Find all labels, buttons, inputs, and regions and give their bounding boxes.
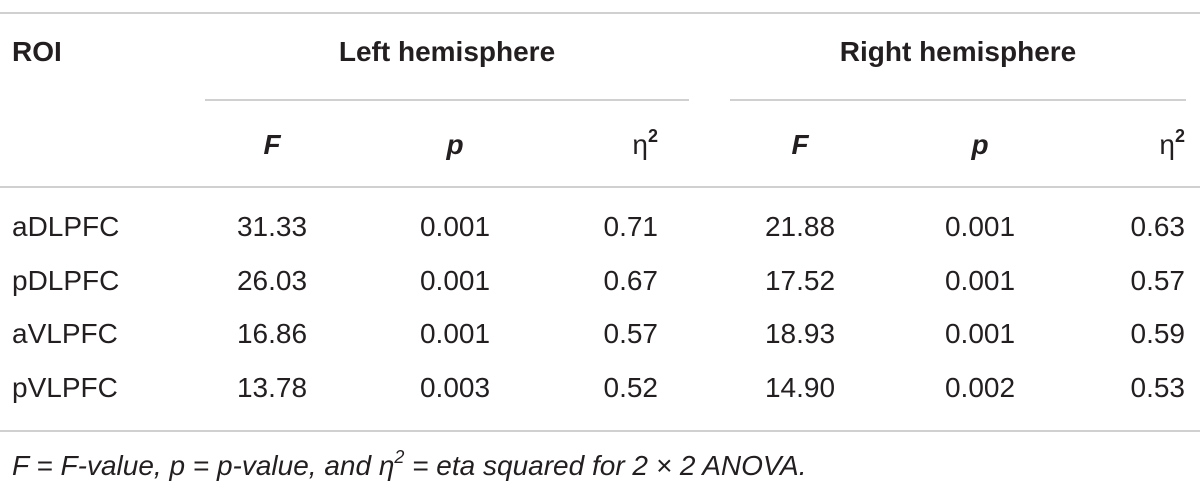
column-superscript: 2: [647, 125, 658, 146]
column-symbol: F: [263, 129, 281, 160]
cell: 0.001: [944, 211, 1016, 242]
cell: 16.86: [236, 318, 308, 349]
cell: 18.93: [764, 318, 836, 349]
footnote: F = F-value, p = p-value, and η2 = eta s…: [12, 446, 807, 483]
row-label: aVLPFC: [12, 318, 118, 349]
footnote-part: = eta squared for 2 × 2 ANOVA.: [404, 450, 807, 481]
column-symbol: η: [632, 129, 648, 160]
group-rule: [730, 99, 1186, 101]
bottom-rule: [0, 430, 1200, 432]
cell: 0.003: [419, 372, 491, 403]
footnote-part: F: [12, 450, 29, 481]
column-superscript: 2: [1174, 125, 1185, 146]
footnote-part: = F-value,: [28, 450, 170, 481]
top-rule: [0, 12, 1200, 14]
column-header: p: [446, 128, 463, 162]
column-symbol: F: [791, 129, 809, 160]
cell: 0.002: [944, 372, 1016, 403]
column-header: p: [971, 128, 988, 162]
column-header: η2: [1159, 125, 1185, 162]
column-header: F: [263, 128, 280, 162]
cell: 0.59: [1130, 318, 1186, 349]
cell: 0.57: [603, 318, 659, 349]
row-label: pDLPFC: [12, 265, 120, 296]
cell: 0.001: [419, 211, 491, 242]
footnote-part: = p-value, and η: [185, 450, 395, 481]
column-header: F: [791, 128, 808, 162]
cell: 17.52: [764, 265, 836, 296]
cell: 0.001: [944, 265, 1016, 296]
header-rule: [0, 186, 1200, 188]
group-header: Left hemisphere: [338, 36, 556, 67]
cell: 26.03: [236, 265, 308, 296]
cell: 0.71: [603, 211, 659, 242]
row-label: pVLPFC: [12, 372, 118, 403]
column-symbol: η: [1159, 129, 1175, 160]
cell: 21.88: [764, 211, 836, 242]
column-symbol: p: [446, 129, 464, 160]
cell: 0.52: [603, 372, 659, 403]
column-symbol: p: [971, 129, 989, 160]
cell: 0.63: [1130, 211, 1186, 242]
cell: 13.78: [236, 372, 308, 403]
group-header: Right hemisphere: [839, 36, 1077, 67]
cell: 0.001: [419, 265, 491, 296]
column-header: η2: [632, 125, 658, 162]
cell: 0.57: [1130, 265, 1186, 296]
group-rule: [205, 99, 689, 101]
cell: 0.001: [944, 318, 1016, 349]
roi-header: ROI: [12, 36, 62, 67]
cell: 0.67: [603, 265, 659, 296]
cell: 14.90: [764, 372, 836, 403]
row-label: aDLPFC: [12, 211, 120, 242]
cell: 0.53: [1130, 372, 1186, 403]
footnote-part: 2: [394, 446, 405, 467]
cell: 0.001: [419, 318, 491, 349]
cell: 31.33: [236, 211, 308, 242]
footnote-part: p: [169, 450, 186, 481]
